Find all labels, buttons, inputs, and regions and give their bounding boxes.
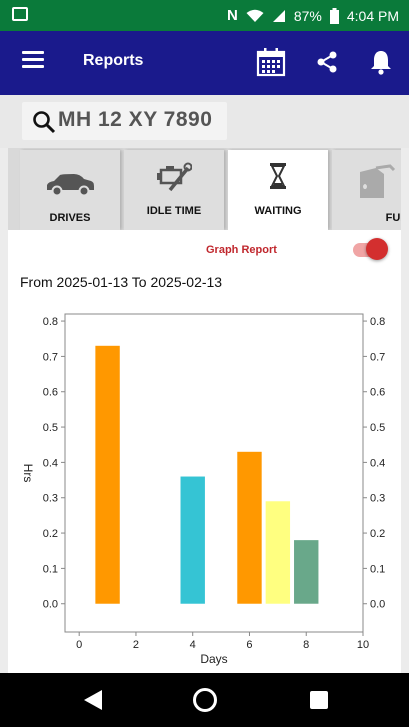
y-tick-label: 0.5 (43, 422, 58, 434)
y-tick-label-right: 0.1 (370, 563, 385, 575)
vehicle-search-field[interactable]: MH 12 XY 7890 (22, 102, 227, 140)
bar-day-6 (237, 451, 262, 604)
y-tick-label-right: 0.8 (370, 316, 385, 328)
graph-report-label: Graph Report (206, 244, 277, 256)
signal-icon (272, 9, 285, 22)
tab-idle-time-label: IDLE TIME (146, 205, 202, 217)
app-bar: Reports (0, 31, 409, 95)
y-tick-label-right: 0.6 (370, 387, 385, 399)
y-tick-label-right: 0.2 (370, 528, 385, 540)
y-tick-label: 0.0 (43, 599, 58, 611)
battery-icon (329, 7, 339, 24)
y-tick-label-right: 0.7 (370, 351, 385, 363)
tab-fuel-label: FUEL (385, 212, 401, 224)
bell-icon[interactable] (364, 45, 398, 79)
tab-waiting[interactable]: WAITING (228, 150, 328, 230)
tab-idle-time[interactable]: IDLE TIME (124, 150, 224, 230)
search-icon (33, 111, 56, 134)
x-tick-label: 4 (190, 639, 196, 651)
menu-icon[interactable] (22, 51, 44, 69)
report-tabs: DRIVES IDLE TIME WAITING (8, 148, 401, 230)
y-tick-label-right: 0.4 (370, 457, 385, 469)
page-title: Reports (83, 52, 144, 69)
battery-percent: 87% (293, 7, 322, 24)
x-tick-label: 8 (303, 639, 309, 651)
date-range: From 2025-01-13 To 2025-02-13 (20, 274, 223, 290)
y-tick-label-right: 0.0 (370, 599, 385, 611)
home-icon[interactable] (192, 687, 218, 713)
clock: 4:04 PM (346, 7, 399, 24)
car-icon (20, 172, 120, 196)
gallery-notification-icon (12, 7, 28, 21)
tab-drives-label: DRIVES (49, 212, 91, 224)
bar-day-1 (95, 345, 120, 604)
status-right: N 87% 4:04 PM (227, 0, 399, 31)
graph-report-toggle-knob[interactable] (366, 238, 388, 260)
calendar-icon[interactable] (254, 45, 288, 79)
y-tick-label-right: 0.5 (370, 422, 385, 434)
x-axis-label: Days (200, 652, 227, 666)
y-tick-label: 0.6 (43, 387, 58, 399)
fuel-pump-icon (332, 164, 401, 198)
bar-day-8 (294, 540, 319, 604)
status-bar: N 87% 4:04 PM (0, 0, 409, 31)
bar-day-4 (180, 476, 205, 604)
wifi-icon (246, 9, 264, 22)
search-area: MH 12 XY 7890 (0, 95, 409, 148)
y-tick-label: 0.1 (43, 563, 58, 575)
nfc-icon: N (226, 7, 238, 24)
back-icon[interactable] (82, 689, 104, 711)
x-tick-label: 2 (133, 639, 139, 651)
system-nav-bar (0, 673, 409, 727)
waiting-bar-chart: 0.0 0.0 0.1 0.1 0.2 0.2 0.3 0.3 0.4 0.4 0.5 0.5 0.6 0… (21, 313, 385, 666)
y-tick-label: 0.8 (43, 316, 58, 328)
y-axis-label: Hrs (21, 464, 35, 483)
x-tick-label: 6 (246, 639, 252, 651)
y-tick-label: 0.7 (43, 351, 58, 363)
engine-wrench-icon (124, 162, 224, 192)
x-tick-label: 0 (76, 639, 82, 651)
tab-waiting-label: WAITING (254, 205, 302, 217)
hourglass-icon (228, 162, 328, 190)
share-icon[interactable] (310, 45, 344, 79)
report-card: Graph Report From 2025-01-13 To 2025-02-… (8, 230, 401, 673)
y-tick-label: 0.3 (43, 493, 58, 505)
tab-fuel[interactable]: FUEL (332, 150, 401, 230)
y-tick-label: 0.2 (43, 528, 58, 540)
plot-frame (64, 313, 364, 633)
vehicle-number: MH 12 XY 7890 (58, 108, 213, 131)
tab-drives[interactable]: DRIVES (20, 150, 120, 230)
bar-day-7 (265, 501, 291, 604)
y-tick-label-right: 0.3 (370, 493, 385, 505)
y-tick-label: 0.4 (43, 457, 58, 469)
recents-icon[interactable] (309, 690, 329, 710)
x-tick-label: 10 (357, 639, 369, 651)
